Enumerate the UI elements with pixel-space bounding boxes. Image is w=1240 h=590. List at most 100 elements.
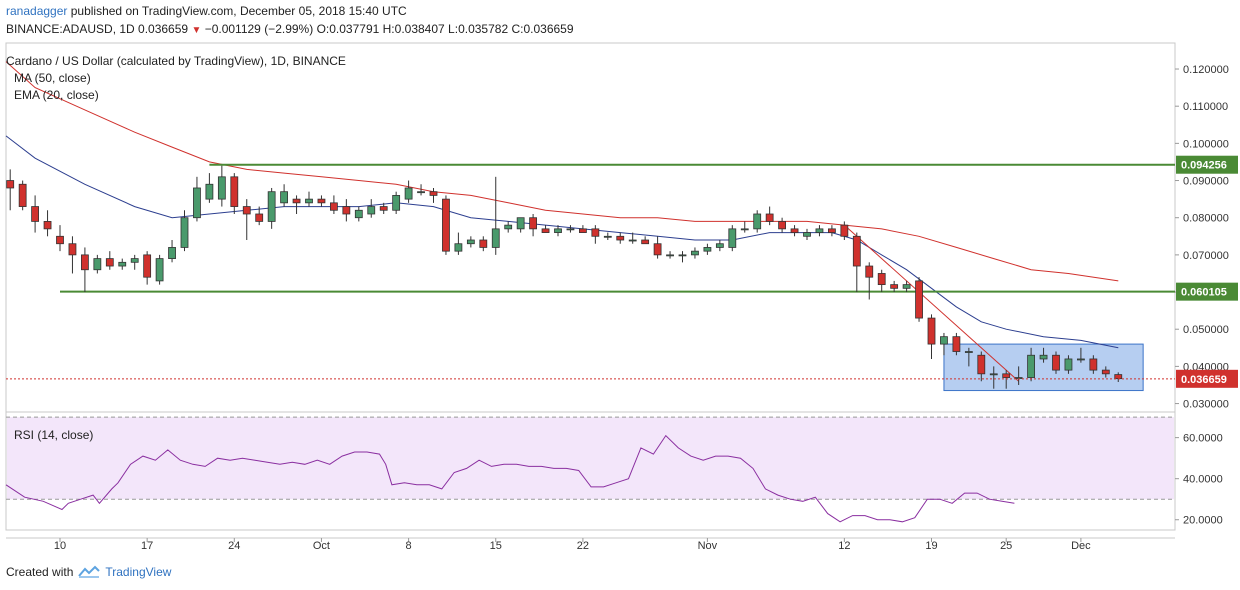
y-tick-label: 0.090000 — [1183, 176, 1229, 188]
down-trendline — [844, 224, 1019, 382]
legend-ma: MA (50, close) — [14, 71, 91, 85]
candle-body — [989, 373, 998, 376]
y-tick-label: 0.070000 — [1183, 250, 1229, 262]
candle-body — [205, 183, 214, 200]
candle-body — [616, 235, 625, 241]
candle-body — [255, 213, 264, 222]
candle-body — [56, 235, 64, 245]
x-tick-label: 8 — [406, 540, 412, 552]
candle-body — [317, 198, 326, 204]
rsi-tick-label: 20.0000 — [1183, 515, 1223, 527]
candle-body — [964, 351, 973, 353]
close-value: 0.036659 — [523, 22, 574, 36]
symbol-info: BINANCE:ADAUSD, 1D 0.036659 — [6, 22, 189, 36]
legend-ema: EMA (20, close) — [14, 88, 99, 102]
rsi-legend: RSI (14, close) — [14, 428, 94, 442]
down-triangle-icon: ▼ — [191, 25, 202, 36]
candle-body — [865, 265, 874, 278]
candle-body — [105, 258, 114, 267]
candle-body — [392, 195, 401, 211]
x-tick-label: 19 — [925, 540, 937, 552]
price-chart[interactable]: 0.120000 0.110000 0.100000 0.090000 0.080000… — [0, 0, 1240, 555]
candle-body — [927, 317, 936, 345]
candle-body — [740, 228, 749, 231]
y-tick-label: 0.100000 — [1183, 138, 1229, 150]
x-tick-label: 10 — [54, 540, 66, 552]
author-link[interactable]: ranadagger — [6, 4, 68, 18]
candle-body — [852, 235, 861, 267]
candle-body — [491, 228, 500, 248]
low-value: 0.035782 — [458, 22, 509, 36]
candle-body — [6, 180, 15, 189]
candle-body — [242, 206, 251, 215]
candle-body — [329, 202, 338, 211]
candle-body — [43, 221, 52, 230]
candle-body — [915, 280, 923, 319]
y-tick-label: 0.050000 — [1183, 324, 1229, 336]
x-tick-label: 24 — [228, 540, 240, 552]
candle-body — [778, 221, 786, 230]
candle-body — [479, 239, 488, 248]
ma50-line — [5, 61, 1119, 282]
candle-body — [18, 183, 27, 207]
symbol-line: BINANCE:ADAUSD, 1D 0.036659 ▼ −0.001129 … — [6, 22, 574, 36]
candle-body — [466, 239, 475, 245]
tradingview-logo-icon — [78, 565, 101, 578]
candle-body — [902, 284, 911, 289]
close-label: C: — [511, 22, 524, 36]
candle-body — [1101, 369, 1110, 375]
candle-body — [429, 191, 438, 196]
level-price-tag — [1176, 282, 1238, 301]
legend-title: Cardano / US Dollar (calculated by Tradi… — [6, 54, 346, 68]
chart-frame — [5, 42, 1176, 531]
candle-body — [354, 209, 363, 219]
candle-body — [93, 258, 102, 271]
candle-body — [1089, 358, 1098, 371]
candle-body — [803, 232, 811, 237]
candle-body — [442, 198, 450, 252]
candle-body — [504, 224, 513, 230]
tradingview-link[interactable]: TradingView — [105, 565, 172, 579]
candle-body — [579, 228, 587, 233]
candle-body — [940, 336, 948, 345]
level-price-label: 0.094256 — [1181, 160, 1227, 172]
candle-body — [1052, 354, 1060, 371]
candle-body — [367, 206, 376, 215]
candle-body — [653, 243, 662, 256]
rsi-tick-label: 60.0000 — [1183, 433, 1223, 445]
price-change: −0.001129 (−2.99%) — [204, 22, 314, 36]
candle-body — [691, 250, 699, 256]
candle-body — [529, 217, 537, 230]
candle-body — [1002, 373, 1011, 378]
x-tick-label: Dec — [1071, 540, 1091, 552]
x-tick-label: 12 — [838, 540, 850, 552]
candle-body — [753, 213, 762, 230]
last-price-label: 0.036659 — [1181, 374, 1227, 386]
candle-body — [765, 213, 774, 222]
rsi-line — [5, 434, 1015, 523]
candle-body — [267, 191, 276, 222]
candle-body — [417, 191, 425, 194]
candle-body — [641, 239, 650, 245]
y-tick-label: 0.110000 — [1183, 101, 1228, 113]
candle-body — [280, 191, 289, 204]
candle-body — [31, 206, 40, 222]
candle-body — [1039, 354, 1048, 360]
high-label: H: — [382, 22, 395, 36]
candle-body — [603, 235, 612, 238]
candle-body — [143, 254, 152, 278]
candle-body — [541, 228, 550, 233]
candle-body — [454, 243, 463, 252]
x-tick-label: 25 — [1000, 540, 1012, 552]
candle-body — [155, 258, 164, 282]
candle-body — [952, 336, 961, 352]
y-tick-label: 0.030000 — [1183, 399, 1229, 411]
ema20-line — [5, 135, 1119, 349]
last-price-tag — [1176, 369, 1238, 388]
candle-body — [890, 284, 899, 289]
x-tick-label: 17 — [141, 540, 153, 552]
candle-body — [68, 243, 77, 256]
candle-body — [342, 206, 351, 215]
candle-body — [828, 228, 836, 233]
